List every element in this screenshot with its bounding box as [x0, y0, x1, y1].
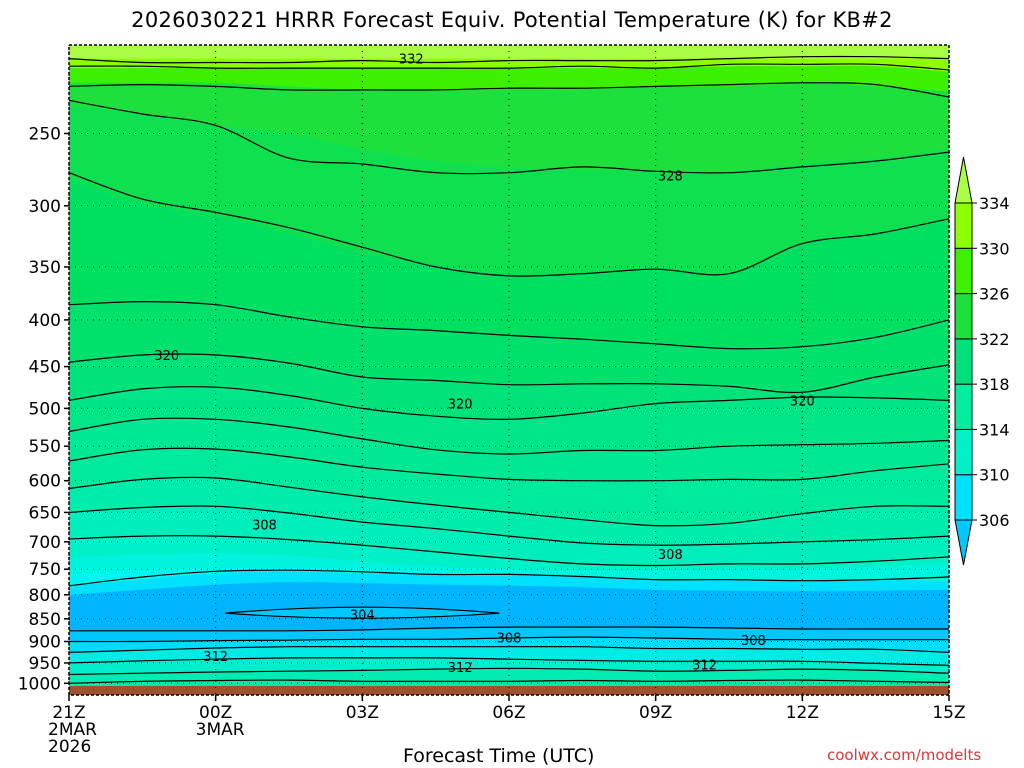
- xtick-label-6-0: 15Z: [932, 703, 965, 723]
- contour-line-13: [69, 569, 949, 587]
- ytick-label-900: 900: [29, 632, 61, 652]
- ytick-label-1000: 1000: [18, 674, 61, 694]
- ground-strip: [69, 686, 949, 695]
- ytick-label-350: 350: [29, 258, 61, 278]
- contour-fill-bands: [69, 45, 949, 686]
- contour-label-2: 320: [154, 349, 179, 364]
- contour-label-11: 312: [448, 661, 473, 676]
- colorbar-seg-0: [954, 474, 973, 521]
- xtick-label-0-2: 2026: [48, 737, 91, 757]
- y-axis-ticks: 2503003504004505005506006507007508008509…: [18, 124, 69, 694]
- contour-line-16: [69, 646, 949, 653]
- contour-label-4: 320: [790, 394, 815, 409]
- ytick-label-250: 250: [29, 124, 61, 144]
- ytick-label-600: 600: [29, 472, 61, 492]
- contour-line-17: [69, 657, 949, 666]
- contour-line-0: [69, 55, 949, 64]
- xtick-label-0-0: 21Z: [52, 703, 85, 723]
- x-axis-label: Forecast Time (UTC): [403, 745, 595, 767]
- contour-line-9: [69, 447, 949, 482]
- contour-304-closed: [225, 606, 500, 619]
- ytick-label-550: 550: [29, 437, 61, 457]
- contour-label-5: 308: [252, 518, 277, 533]
- xtick-label-2-0: 03Z: [346, 703, 379, 723]
- ytick-label-950: 950: [29, 654, 61, 674]
- band-22: [69, 680, 949, 686]
- chart-title: 2026030221 HRRR Forecast Equiv. Potentia…: [131, 8, 893, 32]
- colorbar-seg-3: [954, 338, 973, 385]
- colorbar-label-314: 314: [979, 420, 1010, 439]
- contour-label-12: 312: [692, 659, 717, 674]
- xtick-label-1-1: 3MAR: [196, 720, 245, 740]
- xtick-label-4-0: 09Z: [639, 703, 672, 723]
- xtick-label-5-0: 12Z: [786, 703, 819, 723]
- contour-line-5: [69, 300, 949, 350]
- ytick-label-400: 400: [29, 311, 61, 331]
- colorbar-seg-2: [954, 383, 973, 430]
- colorbar-seg-5: [954, 247, 973, 295]
- colorbar-seg-6: [954, 202, 973, 249]
- colorbar-arrow-bottom: [954, 519, 973, 566]
- colorbar-seg-1: [954, 428, 973, 476]
- ytick-label-450: 450: [29, 358, 61, 378]
- contour-line-3: [69, 99, 949, 175]
- colorbar-label-310: 310: [979, 466, 1010, 485]
- colorbar-label-326: 326: [979, 285, 1010, 304]
- contour-line-12: [69, 535, 949, 567]
- colorbar-label-322: 322: [979, 330, 1010, 349]
- contour-line-1: [69, 63, 949, 71]
- contour-label-1: 328: [658, 170, 683, 185]
- contour-label-9: 308: [741, 634, 766, 649]
- ytick-label-750: 750: [29, 560, 61, 580]
- ytick-label-850: 850: [29, 610, 61, 630]
- contour-label-6: 308: [658, 548, 683, 563]
- colorbar-label-306: 306: [979, 511, 1010, 530]
- contour-label-0: 332: [399, 53, 424, 68]
- colorbar-seg-4: [954, 293, 973, 340]
- contour-label-3: 320: [448, 398, 473, 413]
- contour-line-6: [69, 353, 949, 394]
- ytick-label-650: 650: [29, 503, 61, 523]
- ytick-label-700: 700: [29, 533, 61, 553]
- xtick-label-3-0: 06Z: [492, 703, 525, 723]
- ytick-label-300: 300: [29, 197, 61, 217]
- contour-line-2: [69, 82, 949, 98]
- xtick-label-1-0: 00Z: [199, 703, 232, 723]
- credit-text: coolwx.com/modelts: [827, 746, 982, 764]
- colorbar-arrow-top: [954, 156, 973, 204]
- colorbar-label-318: 318: [979, 375, 1010, 394]
- contour-label-7: 304: [350, 609, 375, 624]
- ytick-label-800: 800: [29, 586, 61, 606]
- colorbar-label-330: 330: [979, 239, 1010, 258]
- colorbar: 306 310 314 318 322 326 330 334: [954, 156, 1010, 566]
- ytick-label-500: 500: [29, 399, 61, 419]
- xtick-label-0-1: 2MAR: [48, 720, 97, 740]
- contour-lines: [69, 55, 949, 684]
- colorbar-label-334: 334: [979, 194, 1010, 213]
- contour-line-11: [69, 505, 949, 546]
